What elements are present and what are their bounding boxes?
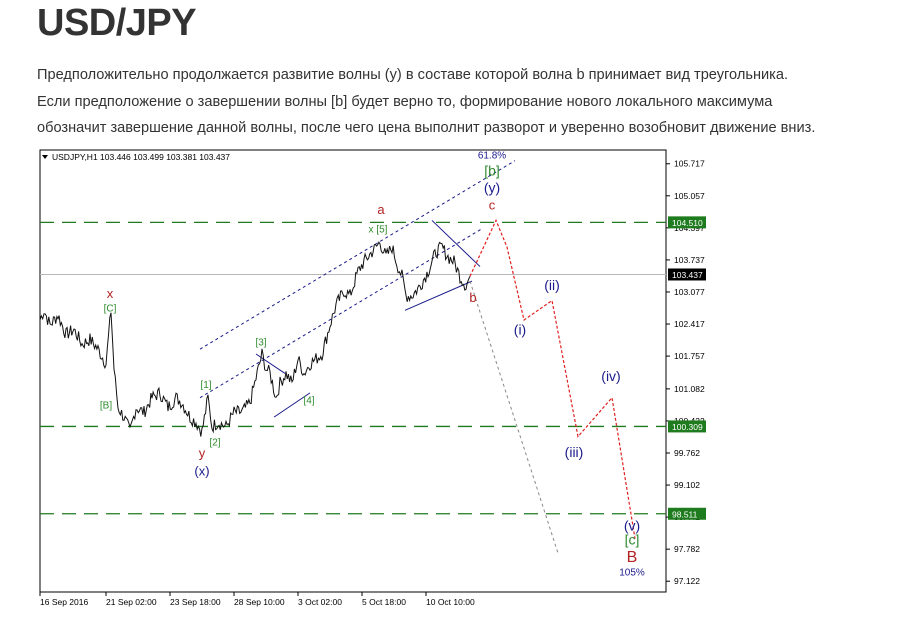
level-label-2: 98.511 bbox=[672, 509, 698, 519]
price-series-line bbox=[39, 241, 471, 437]
channel-line-0 bbox=[199, 160, 516, 350]
forecast-path-line bbox=[469, 218, 636, 539]
x-tick-label-5: 5 Oct 18:00 bbox=[362, 597, 406, 607]
level-label-box-0 bbox=[668, 216, 706, 229]
level-label-box-1 bbox=[668, 420, 706, 433]
wave-label-12: 61.8% bbox=[478, 151, 506, 162]
channel-line-4 bbox=[431, 220, 481, 267]
wave-label-20: (v) bbox=[624, 517, 640, 533]
channel-line-5 bbox=[404, 280, 473, 311]
y-tick-label-7: 101.082 bbox=[674, 384, 705, 394]
y-tick-label-12: 97.782 bbox=[674, 544, 700, 554]
x-tick-label-4: 3 Oct 02:00 bbox=[298, 597, 342, 607]
wave-label-3: y bbox=[199, 445, 206, 460]
price-chart: 105.717105.057104.397103.737103.077102.4… bbox=[39, 149, 706, 607]
y-tick-label-9: 99.762 bbox=[674, 448, 700, 458]
wave-label-1: [C] bbox=[104, 304, 117, 315]
x-tick-label-3: 28 Sep 10:00 bbox=[234, 597, 285, 607]
y-tick-label-5: 102.417 bbox=[674, 319, 705, 329]
wave-label-4: (x) bbox=[194, 463, 209, 478]
wave-label-16: (i) bbox=[514, 322, 526, 338]
x-tick-label-2: 23 Sep 18:00 bbox=[170, 597, 221, 607]
wave-label-11: b bbox=[469, 290, 476, 305]
y-tick-label-1: 105.057 bbox=[674, 191, 705, 201]
description-paragraph: Предположительно продолжается развитие в… bbox=[37, 62, 897, 142]
wave-label-23: 105% bbox=[619, 567, 645, 578]
wave-label-0: x bbox=[107, 286, 114, 301]
description-line-1: Предположительно продолжается развитие в… bbox=[37, 67, 789, 83]
wave-label-10: a bbox=[377, 202, 385, 217]
description-line-2: Если предположение о завершении волны [b… bbox=[37, 93, 773, 110]
y-tick-label-13: 97.122 bbox=[674, 576, 700, 586]
wave-label-5: [1] bbox=[200, 380, 211, 391]
y-tick-label-10: 99.102 bbox=[674, 480, 700, 490]
chart-symbol-header: USDJPY,H1 103.446 103.499 103.381 103.43… bbox=[52, 152, 230, 162]
current-price-label: 103.437 bbox=[672, 270, 703, 280]
wave-label-14: (y) bbox=[484, 179, 500, 195]
channel-line-2 bbox=[255, 353, 286, 374]
wave-label-15: c bbox=[489, 197, 496, 212]
y-tick-label-3: 103.737 bbox=[674, 255, 705, 265]
wave-label-19: (iv) bbox=[601, 368, 620, 384]
x-tick-label-0: 16 Sep 2016 bbox=[40, 597, 88, 607]
wave-label-6: [2] bbox=[209, 437, 220, 448]
current-price-box bbox=[668, 268, 706, 281]
wave-label-18: (iii) bbox=[565, 444, 584, 460]
channel-line-1 bbox=[199, 228, 483, 399]
channel-line-3 bbox=[273, 392, 311, 418]
wave-label-21: [c] bbox=[625, 531, 640, 547]
y-tick-label-4: 103.077 bbox=[674, 287, 705, 297]
y-tick-label-0: 105.717 bbox=[674, 159, 705, 169]
x-tick-label-1: 21 Sep 02:00 bbox=[106, 597, 157, 607]
dropdown-triangle-icon bbox=[42, 155, 48, 159]
wave-label-13: [b] bbox=[484, 162, 500, 178]
wave-label-7: [3] bbox=[255, 337, 266, 348]
level-label-0: 104.510 bbox=[672, 218, 703, 228]
page-title: USD/JPY bbox=[37, 2, 197, 44]
description-line-3: обозначит завершение данной волны, после… bbox=[37, 120, 816, 136]
wave-label-9: x [5] bbox=[369, 225, 388, 236]
level-label-1: 100.309 bbox=[672, 422, 703, 432]
plot-frame bbox=[39, 149, 667, 593]
wave-label-2: [B] bbox=[100, 400, 112, 411]
wave-label-8: [4] bbox=[303, 396, 314, 407]
y-tick-label-6: 101.757 bbox=[674, 351, 705, 361]
wave-label-22: B bbox=[627, 549, 638, 566]
wave-label-17: (ii) bbox=[544, 277, 560, 293]
x-tick-label-6: 10 Oct 10:00 bbox=[426, 597, 475, 607]
level-label-box-2 bbox=[668, 507, 706, 520]
